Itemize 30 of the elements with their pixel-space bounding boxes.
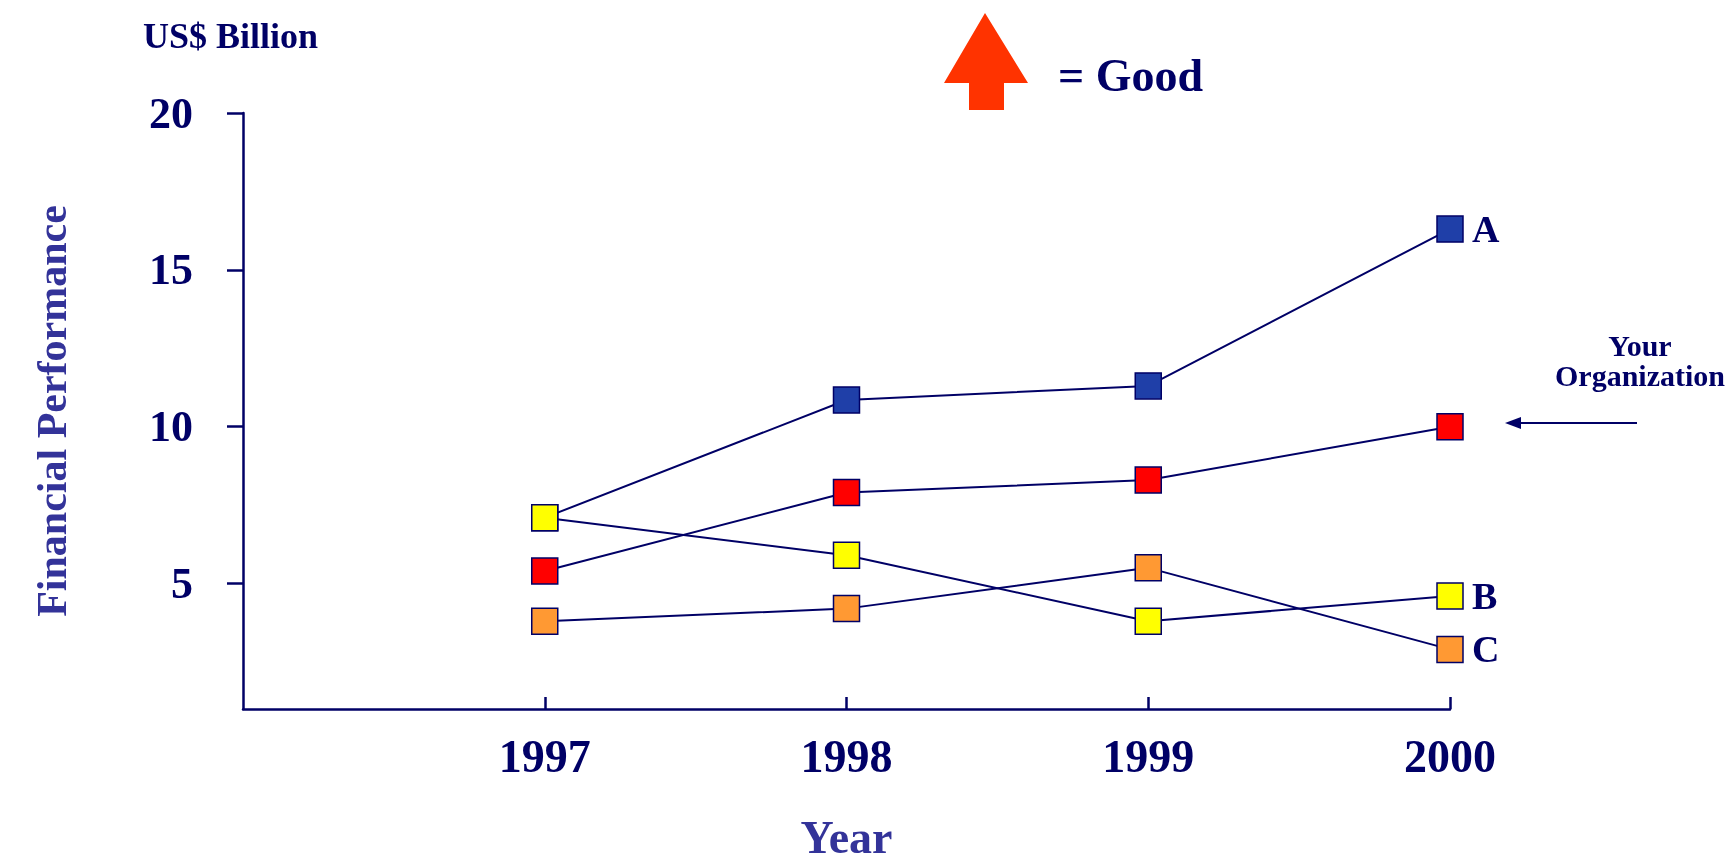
x-axis-title: Year [800,811,893,863]
series-label: C [1472,628,1500,671]
x-tick-label: 2000 [1404,730,1496,782]
series-label: A [1472,208,1500,251]
point [1134,466,1162,494]
point [832,478,861,507]
point [1436,412,1464,441]
point [531,557,559,585]
y-tick-label: 20 [149,88,193,138]
point [832,386,861,414]
x-tick-label: 1997 [498,730,591,782]
series-label: B [1472,575,1498,618]
point [1436,582,1464,610]
y-axis-title: Financial Performance [29,205,75,617]
text: Your Organization [1555,328,1726,392]
text: = Good [1058,49,1204,101]
point [1134,607,1162,635]
point [832,541,861,570]
x-tick-label: 1998 [800,730,893,782]
x-tick-label: 1999 [1102,730,1195,782]
point [832,594,861,623]
point [1134,554,1162,582]
point [1436,635,1464,664]
y-tick-label: 5 [171,559,193,609]
point [1436,215,1464,243]
point [1134,372,1162,400]
point [531,607,559,635]
text: US$ Billion [143,16,319,56]
y-tick-label: 15 [149,245,193,295]
y-tick-label: 10 [149,402,193,452]
